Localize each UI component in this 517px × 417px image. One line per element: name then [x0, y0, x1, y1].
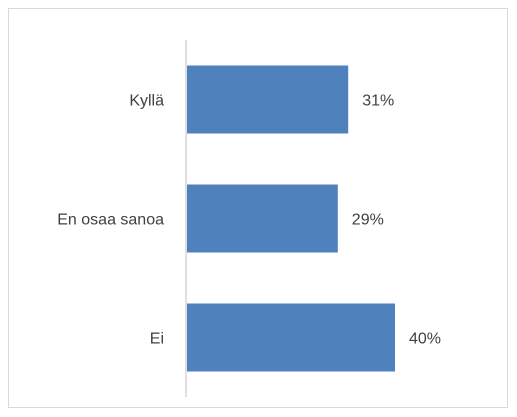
category-label-1: En osaa sanoa	[57, 212, 164, 229]
bar-0	[187, 65, 349, 134]
category-label-2: Ei	[150, 331, 164, 348]
category-label-0: Kyllä	[129, 93, 164, 110]
value-label-0: 31%	[362, 93, 394, 110]
bar-1	[187, 184, 338, 253]
value-label-2: 40%	[409, 331, 441, 348]
value-label-1: 29%	[352, 212, 384, 229]
bar-2	[187, 303, 395, 372]
